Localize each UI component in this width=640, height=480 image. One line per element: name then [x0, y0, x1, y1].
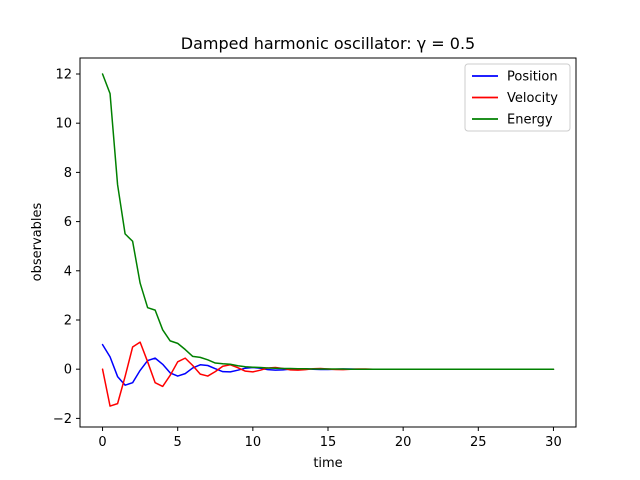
y-tick-label: 10 [55, 117, 72, 132]
x-tick-label: 30 [545, 435, 562, 450]
x-axis-label: time [313, 456, 342, 471]
x-tick-label: 20 [395, 435, 412, 450]
series-line-energy [101, 73, 555, 370]
x-tick-label: 25 [470, 435, 487, 450]
chart-title: Damped harmonic oscillator: γ = 0.5 [181, 34, 475, 53]
y-tick-label: 12 [55, 67, 72, 82]
y-axis: −2 0 2 4 6 8 10 12 [53, 67, 80, 427]
legend-label-energy: Energy [507, 113, 553, 128]
x-tick-label: 10 [245, 435, 262, 450]
x-tick-label: 5 [174, 435, 182, 450]
x-tick-label: 0 [98, 435, 106, 450]
legend: Position Velocity Energy [464, 63, 571, 132]
y-tick-label: 8 [64, 166, 72, 181]
y-tick-label: 4 [64, 264, 72, 279]
y-tick-label: 6 [64, 215, 72, 230]
x-axis: 0 5 10 15 20 25 30 [98, 427, 562, 450]
legend-label-velocity: Velocity [507, 91, 558, 106]
plot-lines [101, 73, 555, 407]
y-tick-label: 0 [64, 363, 72, 378]
y-axis-label: observables [30, 202, 45, 281]
legend-label-position: Position [507, 70, 558, 85]
legend-box [464, 63, 571, 132]
y-tick-label: −2 [53, 412, 72, 427]
x-tick-label: 15 [320, 435, 337, 450]
y-tick-label: 2 [64, 313, 72, 328]
